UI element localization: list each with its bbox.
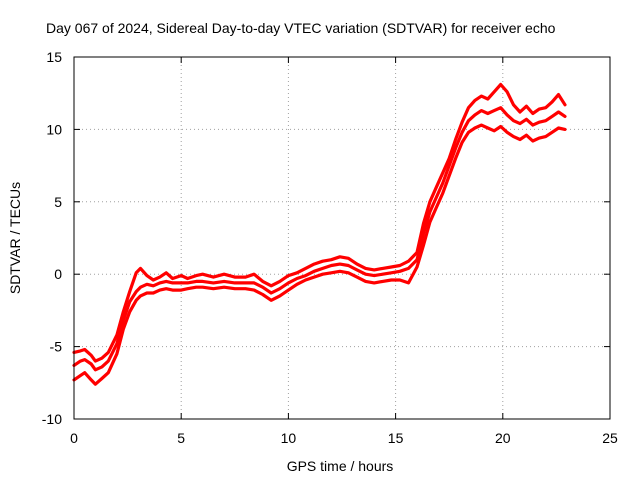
y-tick-label: 15: [46, 49, 62, 65]
x-tick-label: 25: [602, 430, 618, 446]
series-line-3: [72, 123, 567, 386]
series-line-1: [72, 82, 567, 363]
x-tick-labels: 0 5 10 15 20 25: [70, 430, 618, 446]
chart-title: Day 067 of 2024, Sidereal Day-to-day VTE…: [46, 20, 556, 36]
y-tick-labels: -10 -5 0 5 10 15: [42, 49, 62, 427]
grid-lines: [74, 57, 610, 419]
x-tick-label: 10: [281, 430, 297, 446]
y-tick-label: 5: [54, 194, 62, 210]
y-tick-label: -5: [50, 339, 63, 355]
x-tick-label: 20: [495, 430, 511, 446]
plot-frame: [73, 56, 611, 420]
x-axis-label: GPS time / hours: [287, 458, 394, 474]
series-line-2: [72, 106, 567, 372]
y-tick-label: -10: [42, 411, 62, 427]
y-tick-label: 10: [46, 121, 62, 137]
y-axis-label: SDTVAR / TECUs: [7, 182, 23, 294]
x-tick-label: 15: [388, 430, 404, 446]
data-series: [72, 82, 567, 386]
x-tick-label: 0: [70, 430, 78, 446]
y-tick-label: 0: [54, 266, 62, 282]
x-tick-label: 5: [177, 430, 185, 446]
